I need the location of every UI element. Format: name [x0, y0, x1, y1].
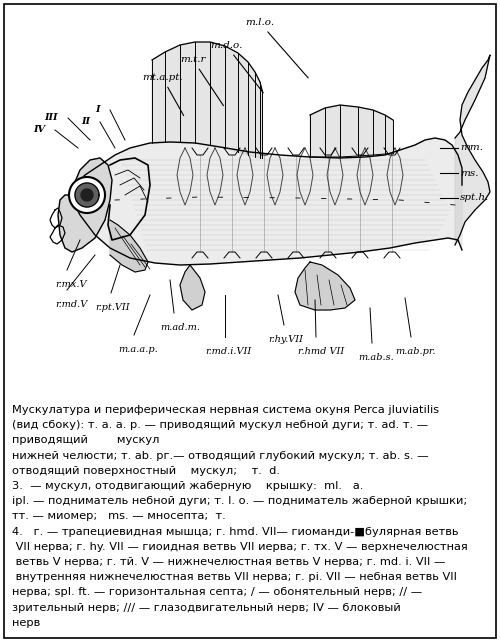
Text: приводящий        мускул: приводящий мускул [12, 435, 160, 446]
Text: (вид сбоку): т. а. а. р. — приводящий мускул небной дуги; т. ad. т. —: (вид сбоку): т. а. а. р. — приводящий му… [12, 421, 428, 430]
Text: r.hy.VII: r.hy.VII [268, 335, 303, 344]
Text: r.mx.V: r.mx.V [55, 280, 86, 289]
Polygon shape [75, 183, 99, 207]
Text: нерва; spl. ft. — горизонтальная септа; / — обонятельный нерв; // —: нерва; spl. ft. — горизонтальная септа; … [12, 587, 422, 598]
Text: Мускулатура и периферическая нервная система окуня Perca jluviatilis: Мускулатура и периферическая нервная сис… [12, 405, 439, 415]
Polygon shape [455, 55, 490, 245]
Polygon shape [310, 105, 393, 157]
Text: внутренняя нижнечелюстная ветвь VII нерва; г. pi. VII — небная ветвь VII: внутренняя нижнечелюстная ветвь VII нерв… [12, 572, 457, 582]
Text: 3.  — мускул, отодвигающий жаберную    крышку:  ml.   а.: 3. — мускул, отодвигающий жаберную крышк… [12, 481, 364, 491]
Text: нижней челюсти; т. ab. рг.— отводящий глубокий мускул; т. ab. s. —: нижней челюсти; т. ab. рг.— отводящий гл… [12, 451, 428, 460]
Text: нерв: нерв [12, 618, 40, 628]
Text: m.a.a.p.: m.a.a.p. [118, 345, 158, 354]
Text: ms.: ms. [460, 168, 478, 177]
Text: тт. — миомер;   ms. — мносепта;  т.: тт. — миомер; ms. — мносепта; т. [12, 512, 226, 521]
Text: m.ab.s.: m.ab.s. [358, 353, 394, 362]
Polygon shape [69, 177, 105, 213]
Text: m.t.r: m.t.r [180, 55, 224, 106]
Polygon shape [180, 265, 205, 310]
Text: r.hmd VII: r.hmd VII [298, 347, 344, 356]
Text: m.ad.m.: m.ad.m. [160, 323, 200, 332]
Polygon shape [58, 158, 112, 252]
Text: II: II [81, 117, 90, 126]
Text: отводящий поверхностный    мускул;    т.  d.: отводящий поверхностный мускул; т. d. [12, 466, 280, 476]
Text: m.d.o.: m.d.o. [210, 41, 264, 93]
Polygon shape [70, 138, 462, 265]
Polygon shape [152, 42, 262, 158]
Text: ipl. — подниматель небной дуги; т. l. о. — подниматель жаберной крышки;: ipl. — подниматель небной дуги; т. l. о.… [12, 496, 467, 506]
Text: r.pt.VII: r.pt.VII [95, 303, 130, 312]
Text: m.ab.pr.: m.ab.pr. [395, 347, 436, 356]
Text: III: III [44, 114, 58, 123]
Text: VII нерва; г. hy. VII — гиоидная ветвь VII иерва; г. тх. V — верхнечелюстная: VII нерва; г. hy. VII — гиоидная ветвь V… [12, 542, 468, 552]
Text: mt.a.pt.: mt.a.pt. [142, 73, 184, 116]
Text: spt.h.: spt.h. [460, 193, 489, 202]
Polygon shape [295, 262, 355, 310]
Text: r.md.V: r.md.V [55, 300, 88, 309]
Text: зрительный нерв; /// — глазодвигательный нерв; IV — блоковый: зрительный нерв; /// — глазодвигательный… [12, 603, 401, 612]
Text: I: I [96, 105, 100, 114]
Text: mm.: mm. [460, 144, 483, 153]
Text: IV: IV [33, 125, 45, 135]
Text: m.l.o.: m.l.o. [245, 18, 308, 78]
Text: 4.   г. — трапециевидная мышца; г. hmd. VII— гиоманди-■булярная ветвь: 4. г. — трапециевидная мышца; г. hmd. VI… [12, 526, 458, 537]
Polygon shape [81, 189, 93, 201]
Polygon shape [110, 220, 148, 272]
Text: r.md.i.VII: r.md.i.VII [205, 347, 252, 356]
Text: ветвь V нерва; г. тй. V — нижнечелюстная ветвь V нерва; г. md. i. VII —: ветвь V нерва; г. тй. V — нижнечелюстная… [12, 557, 446, 567]
